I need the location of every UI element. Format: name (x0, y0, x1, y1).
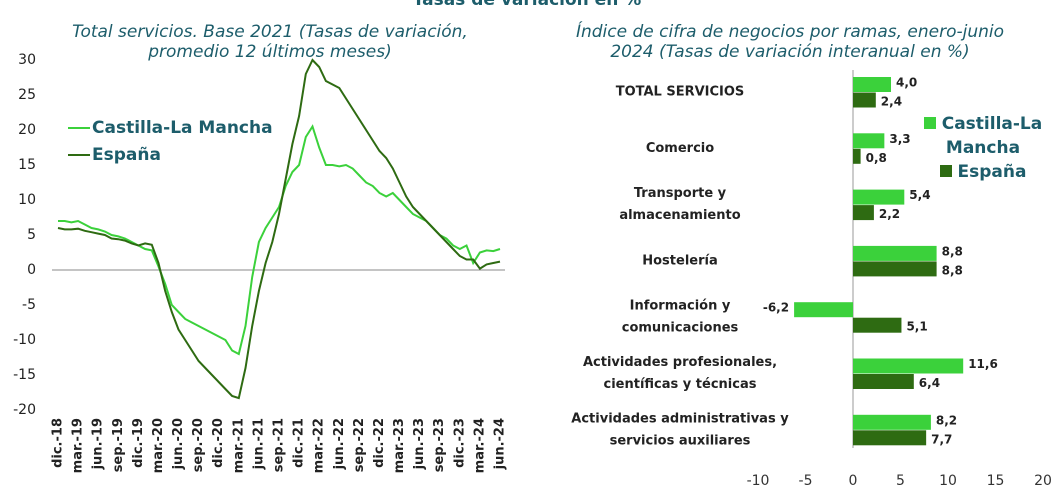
category-label: comunicaciones (622, 321, 739, 336)
chart-title: promedio 12 últimos meses) (147, 42, 392, 62)
x-tick-label: jun.-23 (412, 418, 427, 470)
x-tick-label: 15 (987, 473, 1005, 489)
y-tick-label: 25 (18, 87, 36, 103)
y-tick-label: -15 (13, 367, 36, 383)
bar (853, 189, 905, 205)
y-tick-label: 20 (18, 122, 36, 138)
x-tick-label: 0 (849, 473, 858, 489)
legend-label: España (957, 162, 1027, 182)
value-label: 5,1 (906, 320, 927, 334)
x-tick-label: dic.-18 (51, 418, 66, 468)
bar (853, 245, 937, 261)
legend-label: Castilla-La Mancha (92, 118, 273, 138)
value-label: 7,7 (931, 432, 952, 446)
legend-swatch (939, 165, 952, 177)
x-tick-label: mar.-19 (71, 418, 86, 473)
value-label: 8,8 (942, 263, 963, 277)
x-tick-label: mar.-24 (472, 418, 487, 473)
category-label: TOTAL SERVICIOS (616, 85, 745, 100)
bar (853, 358, 964, 374)
chart-title: Total servicios. Base 2021 (Tasas de var… (72, 22, 468, 42)
value-label: 5,4 (909, 188, 930, 202)
x-tick-label: mar.-21 (231, 418, 246, 473)
line-series (57, 58, 501, 400)
bar (853, 261, 937, 277)
x-tick-label: jun.-21 (251, 418, 266, 470)
x-tick-label: mar.-23 (392, 418, 407, 473)
category-label: científicas y técnicas (604, 377, 757, 392)
heading: Tasas de variación en % (413, 0, 642, 10)
value-label: 11,6 (968, 357, 998, 371)
y-tick-label: -20 (13, 402, 36, 418)
x-tick-label: mar.-22 (312, 418, 327, 473)
bar (853, 374, 914, 389)
y-tick-label: 5 (27, 227, 36, 243)
x-tick-label: jun.-24 (493, 418, 508, 470)
y-tick-label: 15 (18, 157, 36, 173)
x-tick-label: dic.-23 (452, 418, 467, 468)
x-tick-label: jun.-20 (171, 418, 186, 470)
legend-swatch (923, 117, 936, 129)
x-tick-label: dic.-20 (211, 418, 226, 468)
category-label: Información y (630, 299, 731, 314)
category-label: Comercio (646, 141, 714, 156)
legend-label: España (92, 145, 161, 165)
x-tick-label: 20 (1034, 473, 1052, 489)
category-label: almacenamiento (619, 208, 740, 223)
category-label: Transporte y (634, 186, 727, 201)
legend-entry: España (918, 160, 1048, 184)
x-tick-label: sep.-21 (272, 418, 287, 472)
bar (853, 77, 891, 92)
value-label: 8,8 (942, 244, 963, 258)
bar (853, 148, 861, 164)
category-label: Actividades administrativas y (571, 411, 789, 426)
y-tick-label: 30 (18, 52, 36, 68)
y-tick-label: -10 (13, 332, 36, 348)
category-label: Hostelería (642, 253, 718, 268)
x-tick-label: sep.-23 (432, 418, 447, 472)
bar (794, 302, 853, 318)
x-tick-label: dic.-21 (292, 418, 307, 468)
value-label: 2,2 (879, 207, 900, 221)
x-tick-label: 10 (939, 473, 957, 489)
x-tick-label: 5 (896, 473, 905, 489)
chart-title: Índice de cifra de negocios por ramas, e… (576, 20, 1004, 42)
x-tick-label: sep.-22 (352, 418, 367, 472)
legend-entry: Castilla-La Mancha (918, 112, 1048, 160)
x-tick-label: dic.-19 (131, 418, 146, 468)
bar (853, 414, 931, 430)
chart-title: 2024 (Tasas de variación interanual en %… (610, 42, 969, 62)
value-label: 2,4 (881, 95, 902, 109)
value-label: -6,2 (763, 301, 789, 315)
x-tick-label: -10 (747, 473, 770, 489)
category-label: servicios auxiliares (610, 433, 751, 448)
y-tick-label: -5 (22, 297, 36, 313)
legend: Castilla-La Mancha España (918, 112, 1048, 184)
value-label: 4,0 (896, 76, 917, 90)
value-label: 8,2 (936, 413, 957, 427)
legend-label: Castilla-La Mancha (941, 114, 1043, 158)
y-tick-label: 10 (18, 192, 36, 208)
category-label: Actividades profesionales, (583, 355, 777, 370)
x-tick-label: -5 (799, 473, 813, 489)
x-tick-label: mar.-20 (151, 418, 166, 473)
bar (853, 133, 885, 149)
x-tick-label: jun.-19 (91, 418, 106, 470)
x-tick-label: sep.-19 (111, 418, 126, 472)
x-tick-label: jun.-22 (332, 418, 347, 470)
bar (853, 205, 874, 221)
bar (853, 430, 927, 446)
x-tick-label: sep.-20 (191, 418, 206, 472)
x-tick-label: dic.-22 (372, 418, 387, 468)
bar (853, 317, 902, 333)
y-tick-label: 0 (27, 262, 36, 278)
value-label: 3,3 (889, 132, 910, 146)
value-label: 0,8 (866, 151, 887, 165)
value-label: 6,4 (919, 376, 940, 390)
bar (853, 92, 876, 108)
